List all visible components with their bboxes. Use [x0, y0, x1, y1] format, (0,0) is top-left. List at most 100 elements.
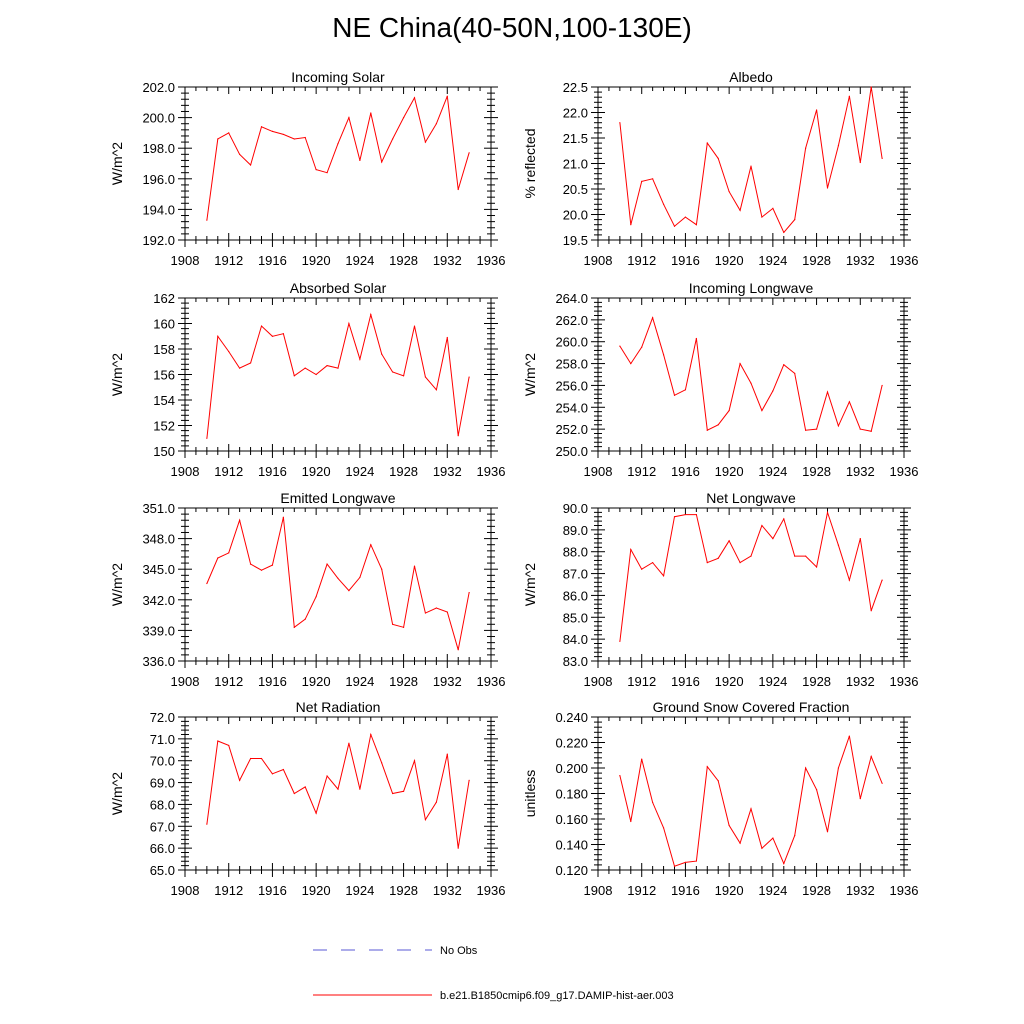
data-point — [761, 216, 763, 218]
data-point — [783, 231, 785, 233]
y-tick-label: 158 — [153, 342, 175, 357]
data-point — [206, 219, 208, 221]
y-tick-label: 351.0 — [142, 501, 175, 516]
x-tick-label: 1908 — [584, 464, 613, 479]
data-point — [446, 336, 448, 339]
x-tick-label: 1936 — [890, 883, 919, 898]
data-point — [446, 611, 448, 613]
data-point — [837, 145, 840, 147]
panel-title: Albedo — [729, 69, 773, 85]
data-point — [728, 540, 730, 542]
data-point — [815, 428, 818, 430]
y-tick-label: 200.0 — [142, 111, 175, 126]
data-point — [337, 367, 339, 369]
data-point — [468, 376, 470, 378]
chart-panel: Incoming Longwave W/m^2 1908 1912 1916 1920 19… — [522, 280, 918, 479]
x-tick-label: 1936 — [890, 674, 919, 689]
page-title: NE China(40-50N,100-130E) — [332, 12, 692, 43]
data-point — [239, 779, 241, 781]
y-tick-label: 87.0 — [563, 567, 588, 582]
data-point — [870, 86, 872, 88]
data-point — [826, 187, 829, 189]
data-point — [435, 389, 437, 391]
data-point — [228, 350, 230, 353]
data-point — [337, 788, 339, 790]
x-tick-label: 1908 — [584, 883, 613, 898]
data-point — [260, 126, 263, 128]
data-point — [706, 142, 708, 144]
y-tick-label: 66.0 — [150, 841, 175, 856]
data-point — [370, 544, 372, 546]
panel-title: Absorbed Solar — [290, 280, 387, 296]
data-point — [359, 576, 361, 578]
y-tick-label: 20.0 — [563, 208, 588, 223]
x-tick-label: 1916 — [258, 674, 287, 689]
data-point — [392, 138, 394, 140]
data-point — [881, 157, 883, 159]
data-point — [619, 122, 621, 124]
data-point — [228, 552, 230, 554]
plot-frame — [184, 507, 492, 662]
data-point — [837, 425, 840, 427]
x-tick-label: 1916 — [671, 253, 700, 268]
data-point — [652, 317, 654, 319]
plot-frame — [184, 86, 492, 241]
data-point — [881, 782, 883, 784]
data-point — [293, 375, 295, 377]
series-line — [206, 96, 470, 221]
data-point — [249, 757, 252, 760]
data-point — [304, 136, 306, 139]
data-point — [859, 538, 861, 540]
x-tick-label: 1928 — [802, 883, 831, 898]
y-tick-label: 19.5 — [563, 233, 588, 248]
series-line — [619, 316, 883, 432]
data-point — [652, 562, 654, 564]
y-tick-label: 342.0 — [142, 593, 175, 608]
data-point — [217, 138, 219, 140]
y-tick-label: 0.180 — [555, 787, 588, 802]
y-axis-label: W/m^2 — [109, 142, 125, 185]
x-tick-label: 1924 — [345, 464, 374, 479]
data-point — [392, 371, 394, 373]
data-point — [772, 207, 774, 209]
plot-frame — [597, 716, 905, 871]
y-tick-label: 67.0 — [150, 819, 175, 834]
y-tick-label: 202.0 — [142, 80, 175, 95]
data-point — [315, 812, 317, 814]
x-tick-label: 1912 — [214, 674, 243, 689]
data-point — [826, 391, 829, 393]
data-point — [217, 740, 219, 742]
y-tick-label: 68.0 — [150, 797, 175, 812]
series-line — [206, 517, 470, 650]
data-point — [293, 626, 295, 628]
data-point — [348, 117, 350, 119]
data-point — [282, 133, 284, 136]
data-point — [326, 172, 328, 174]
data-point — [695, 513, 697, 516]
x-tick-label: 1924 — [345, 883, 374, 898]
y-tick-label: 152 — [153, 419, 175, 434]
y-tick-label: 258.0 — [555, 357, 588, 372]
x-tick-label: 1920 — [302, 883, 331, 898]
data-point — [739, 209, 741, 212]
x-tick-label: 1924 — [345, 253, 374, 268]
data-point — [413, 97, 416, 99]
x-tick-label: 1912 — [627, 883, 656, 898]
x-tick-label: 1932 — [846, 883, 875, 898]
data-point — [326, 563, 328, 565]
data-point — [706, 429, 708, 431]
data-point — [315, 596, 317, 598]
data-point — [881, 579, 883, 581]
y-tick-label: 198.0 — [142, 141, 175, 156]
data-point — [619, 640, 621, 642]
legend-label-model: b.e21.B1850cmip6.f09_g17.DAMIP-hist-aer.… — [440, 990, 674, 1002]
y-tick-label: 72.0 — [150, 710, 175, 725]
panel-title: Emitted Longwave — [280, 490, 395, 506]
x-tick-label: 1932 — [433, 464, 462, 479]
data-point — [260, 757, 263, 760]
x-tick-label: 1912 — [214, 883, 243, 898]
x-tick-label: 1932 — [433, 674, 462, 689]
data-point — [684, 513, 687, 516]
x-tick-label: 1920 — [302, 464, 331, 479]
